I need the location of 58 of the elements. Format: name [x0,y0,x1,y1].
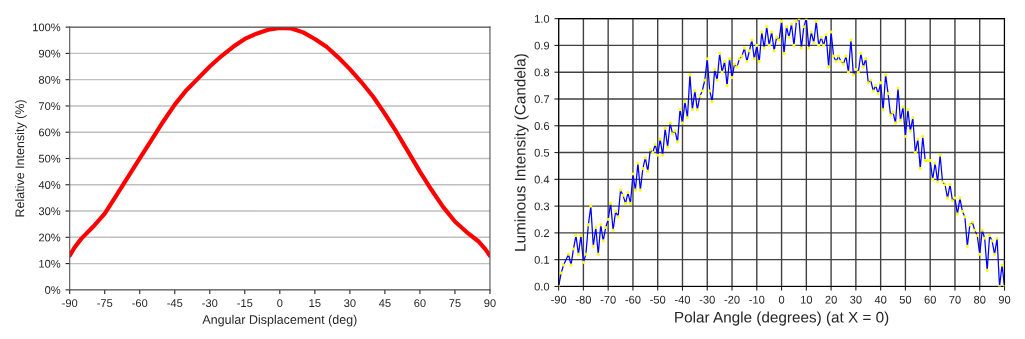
x-tick-label: 50 [899,295,912,304]
y-tick-label: 10% [39,259,61,268]
x-tick-label: 20 [825,295,837,304]
y-tick-label: 0.7 [534,95,550,104]
y-tick-label: 0.8 [534,68,550,77]
x-tick-label: 40 [874,295,887,304]
y-tick-label: 30% [38,207,61,216]
y-tick-label: 60% [39,128,61,137]
x-tick-label: -75 [97,299,113,308]
y-tick-label: 100% [33,23,61,32]
x-tick-label: -90 [551,295,567,304]
x-tick-label: -10 [749,295,765,304]
x-tick-label: -15 [237,299,253,308]
x-tick-label: 0 [277,299,283,308]
x-tick-label: -60 [625,295,641,304]
y-tick-label: 0.6 [534,122,550,130]
x-axis-title: Angular Displacement (deg) [202,314,357,327]
y-tick-label: 0.4 [534,175,550,184]
y-tick-label: 0.0 [534,282,550,291]
x-tick-label: 75 [449,299,461,308]
x-tick-label: 90 [998,295,1011,304]
y-tick-label: 0% [45,286,61,294]
y-tick-label: 0.9 [534,41,550,50]
x-tick-label: 30 [344,299,356,308]
y-tick-label: 0.3 [534,202,550,211]
x-axis-title: Polar Angle (degrees) (at X = 0) [675,311,889,326]
x-tick-label: -30 [699,295,715,304]
x-tick-label: 60 [924,295,936,304]
y-axis-title: Relative Intensity (%) [15,100,27,217]
x-tick-label: 45 [378,299,391,308]
y-tick-label: 0.5 [534,148,550,157]
x-tick-label: -90 [62,299,78,308]
x-tick-label: 0 [778,295,785,304]
x-tick-label: -30 [202,299,218,308]
x-tick-label: -40 [674,295,691,304]
x-tick-label: 80 [974,295,986,304]
x-tick-label: -50 [650,295,666,304]
x-tick-label: 60 [414,299,426,308]
x-tick-label: -70 [600,295,616,304]
y-tick-label: 0.1 [534,255,550,264]
x-tick-label: 30 [850,295,862,304]
y-tick-label: 50% [38,154,61,163]
y-tick-label: 70% [39,102,61,111]
y-tick-label: 20% [38,233,61,242]
x-tick-label: -20 [724,295,740,304]
y-axis-title: Luminous Intensity (Candela) [514,54,529,251]
x-tick-label: -80 [575,295,591,304]
y-tick-label: 40% [38,181,61,189]
y-tick-label: 1.0 [535,14,550,23]
x-tick-label: 70 [949,295,961,304]
x-tick-label: 10 [801,295,813,304]
x-tick-label: -60 [132,299,148,308]
x-tick-label: 15 [309,299,321,308]
x-tick-label: -45 [167,299,183,308]
y-tick-label: 90% [38,49,61,58]
y-tick-label: 0.2 [534,229,550,238]
x-tick-label: 90 [484,299,496,308]
y-tick-label: 80% [38,75,61,84]
